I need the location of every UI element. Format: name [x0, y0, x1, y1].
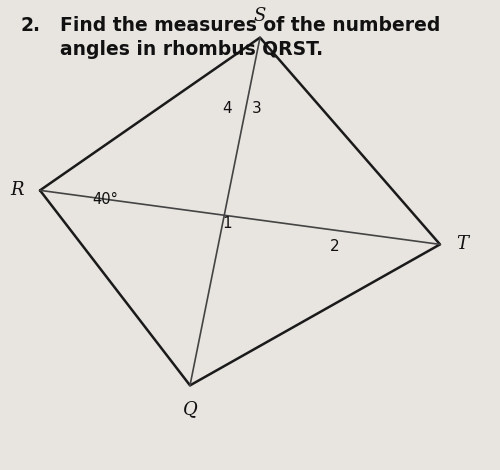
Text: angles in rhombus QRST.: angles in rhombus QRST. — [60, 40, 323, 59]
Text: S: S — [254, 8, 266, 25]
Text: R: R — [11, 181, 24, 199]
Text: 2: 2 — [330, 239, 340, 254]
Text: 2.: 2. — [20, 16, 40, 35]
Text: 4: 4 — [222, 101, 232, 116]
Text: 1: 1 — [222, 216, 232, 231]
Text: Q: Q — [182, 400, 198, 418]
Text: T: T — [456, 235, 468, 253]
Text: Find the measures of the numbered: Find the measures of the numbered — [60, 16, 440, 35]
Text: 40°: 40° — [92, 192, 118, 207]
Text: 3: 3 — [252, 101, 262, 116]
